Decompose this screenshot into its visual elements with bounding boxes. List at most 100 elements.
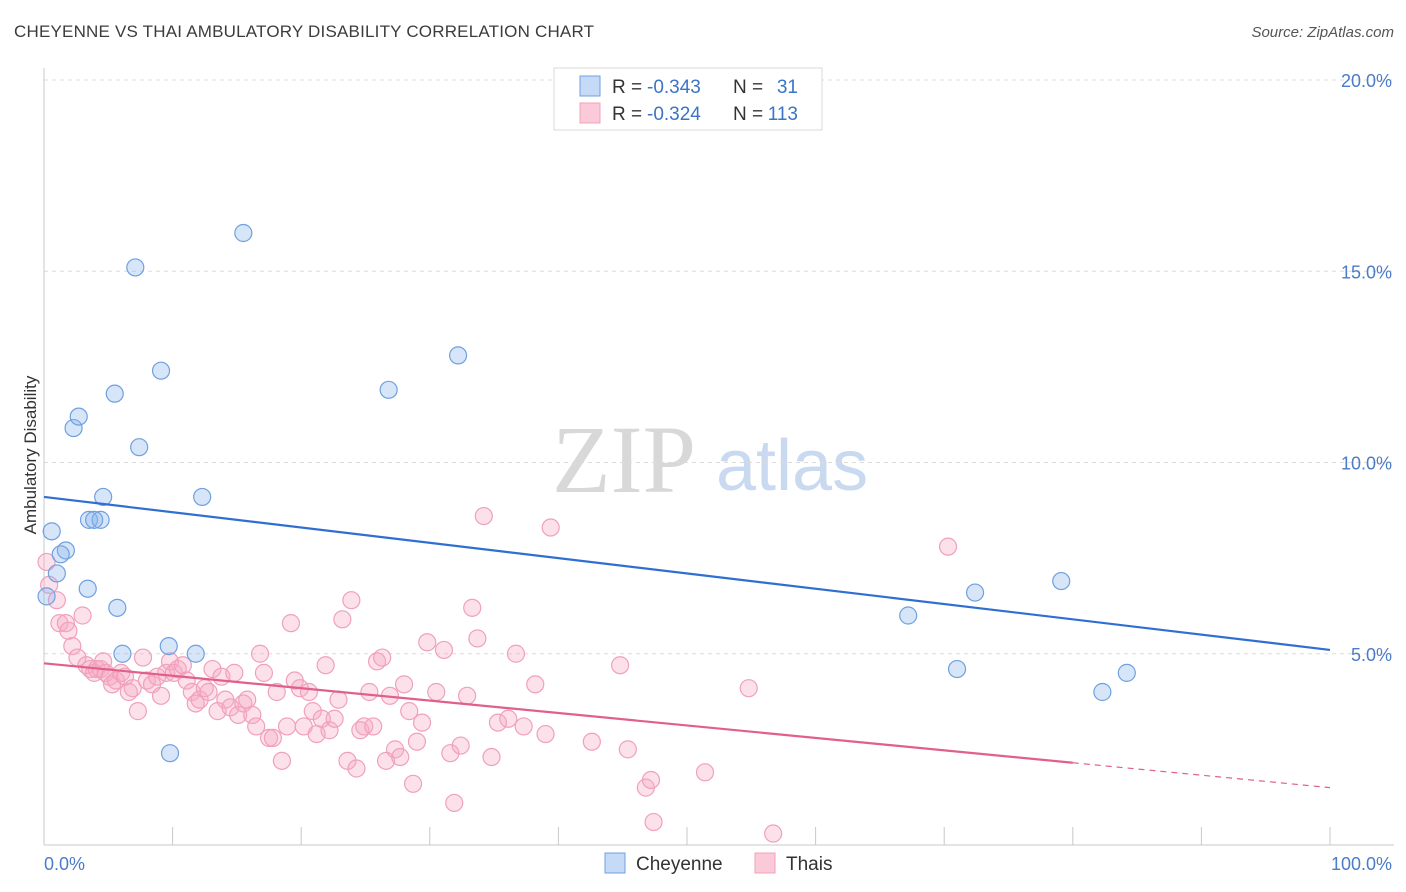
- thais-n-value: 113: [768, 104, 798, 125]
- cheyenne-point: [37, 587, 56, 606]
- thais-point: [238, 690, 257, 709]
- thais-point: [329, 690, 348, 709]
- thais-point: [128, 702, 147, 721]
- legend-label-cheyenne: Cheyenne: [636, 854, 723, 875]
- thais-point: [695, 763, 715, 782]
- cheyenne-point: [186, 644, 205, 663]
- cheyenne-points: [37, 223, 1136, 763]
- thais-point: [316, 656, 335, 675]
- thais-point: [250, 644, 270, 663]
- thais-point: [342, 591, 361, 610]
- cheyenne-point: [160, 744, 180, 763]
- thais-point: [199, 682, 218, 702]
- gridlines: [44, 79, 1394, 655]
- x-tick-label: 0.0%: [44, 854, 85, 874]
- thais-point: [457, 686, 477, 705]
- thais-point: [63, 636, 82, 656]
- legend-swatch-thais: [754, 852, 776, 874]
- thais-point: [611, 656, 630, 675]
- thais-point: [474, 506, 493, 526]
- thais-point: [412, 713, 432, 732]
- cheyenne-trend-line: [43, 495, 1331, 652]
- thais-point: [267, 682, 286, 702]
- thais-point: [254, 663, 274, 682]
- thais-point: [173, 656, 192, 675]
- chart-title: CHEYENNE VS THAI AMBULATORY DISABILITY C…: [14, 22, 595, 41]
- thais-point: [445, 793, 464, 813]
- thais-point: [482, 747, 501, 767]
- thais-point: [541, 518, 560, 537]
- thais-point: [463, 598, 482, 617]
- cheyenne-point: [1052, 571, 1071, 591]
- cheyenne-point: [151, 361, 171, 380]
- y-axis-label: Ambulatory Disability: [21, 375, 40, 534]
- thais-point: [938, 537, 958, 556]
- thais-point: [407, 732, 427, 751]
- y-tick-label: 20.0%: [1341, 71, 1392, 91]
- thais-point: [400, 702, 419, 721]
- stats-legend: R = -0.343 N = 31 R = -0.324 N = 113: [553, 67, 823, 131]
- thais-point: [403, 774, 423, 793]
- thais-point: [582, 732, 601, 751]
- cheyenne-point: [379, 380, 398, 399]
- thais-point: [299, 682, 319, 702]
- cheyenne-point: [448, 346, 468, 365]
- thais-r-value: -0.324: [647, 104, 701, 125]
- thais-point: [764, 824, 783, 843]
- tick-labels: 5.0% 10.0% 15.0% 20.0% 0.0% 100.0%: [44, 71, 1392, 874]
- thais-point: [243, 705, 262, 725]
- cheyenne-point: [899, 606, 918, 625]
- axes: [43, 68, 1394, 846]
- thais-point: [47, 591, 66, 610]
- thais-point: [229, 705, 248, 725]
- thais-point: [514, 717, 533, 736]
- x-tick-label: 100.0%: [1331, 854, 1392, 874]
- thais-point: [320, 721, 339, 740]
- thais-point: [272, 751, 292, 770]
- thais-r-label: R =: [612, 104, 642, 125]
- thais-point: [123, 679, 142, 698]
- watermark-zip: ZIP: [552, 406, 696, 513]
- cheyenne-point: [64, 418, 83, 438]
- cheyenne-point: [130, 438, 149, 457]
- thais-point: [427, 682, 446, 702]
- cheyenne-point: [105, 384, 124, 403]
- cheyenne-point: [1117, 663, 1136, 682]
- cheyenne-point: [91, 510, 110, 529]
- cheyenne-r-label: R =: [612, 77, 642, 98]
- thais-point: [499, 709, 518, 728]
- thais-point: [333, 610, 352, 629]
- thais-point: [391, 747, 410, 767]
- cheyenne-point: [126, 258, 145, 277]
- cheyenne-point: [947, 659, 967, 679]
- thais-point: [488, 713, 508, 732]
- thais-point: [59, 621, 78, 640]
- legend-label-thais: Thais: [786, 854, 832, 875]
- thais-point: [434, 640, 454, 660]
- cheyenne-point: [69, 407, 88, 426]
- thais-point: [506, 644, 526, 663]
- legend-swatch-cheyenne: [604, 852, 626, 874]
- cheyenne-point: [234, 223, 253, 243]
- y-tick-label: 15.0%: [1341, 262, 1392, 282]
- cheyenne-legend-swatch: [579, 75, 601, 97]
- cheyenne-point: [1093, 682, 1112, 702]
- thais-point: [373, 648, 392, 667]
- thais-point: [157, 663, 176, 682]
- thais-point: [418, 633, 437, 652]
- cheyenne-point: [113, 644, 132, 663]
- cheyenne-point: [51, 545, 70, 564]
- thais-point: [325, 709, 344, 728]
- thais-trend-line: [43, 662, 1073, 764]
- thais-point: [347, 759, 366, 778]
- thais-point: [247, 717, 266, 736]
- y-tick-label: 5.0%: [1351, 645, 1392, 665]
- thais-trend-extension: [1072, 762, 1331, 789]
- thais-point: [225, 663, 244, 682]
- thais-point: [451, 736, 470, 755]
- watermark-atlas: atlas: [716, 426, 868, 506]
- thais-point: [263, 728, 283, 748]
- cheyenne-point: [94, 487, 113, 507]
- cheyenne-point: [42, 522, 61, 541]
- thais-point: [364, 717, 383, 736]
